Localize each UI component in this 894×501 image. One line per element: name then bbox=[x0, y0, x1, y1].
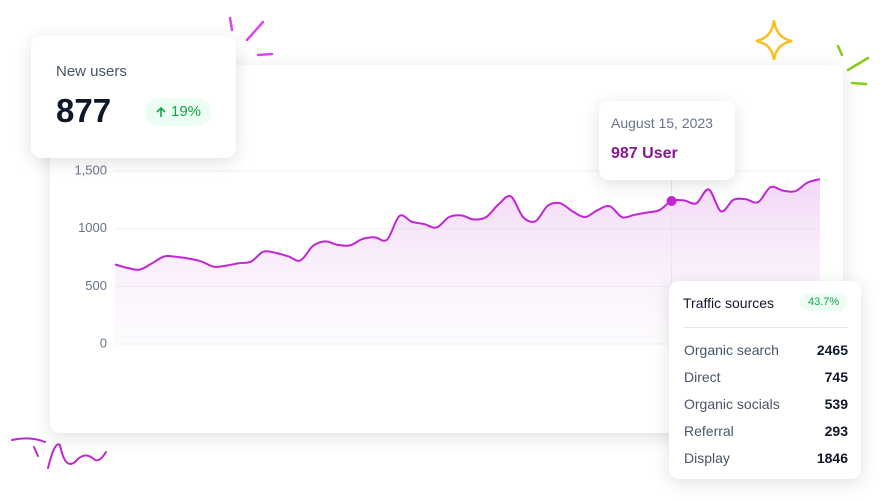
highlight-point bbox=[666, 195, 677, 206]
change-badge: 19% bbox=[145, 98, 212, 126]
change-text: 19% bbox=[171, 103, 202, 120]
new-users-card: New users 877 19% bbox=[31, 36, 236, 158]
source-value: 539 bbox=[824, 396, 848, 412]
tooltip-date: August 15, 2023 bbox=[611, 115, 713, 131]
source-value: 1846 bbox=[816, 450, 848, 466]
tooltip-value: 987 User bbox=[611, 145, 678, 162]
source-name: Organic socials bbox=[684, 396, 780, 412]
source-name: Organic search bbox=[684, 342, 779, 358]
card-value: 877 bbox=[56, 92, 112, 129]
y-tick-label: 500 bbox=[85, 278, 107, 293]
source-value: 745 bbox=[824, 369, 848, 385]
traffic-title: Traffic sources bbox=[683, 295, 775, 311]
arrow-up-icon bbox=[156, 106, 166, 117]
tooltip: August 15, 2023 987 User bbox=[599, 101, 735, 180]
source-name: Display bbox=[684, 450, 730, 466]
y-tick-label: 1000 bbox=[78, 220, 107, 235]
source-name: Direct bbox=[684, 369, 721, 385]
source-name: Referral bbox=[684, 423, 734, 439]
traffic-card: Traffic sources 43.7% Organic search 2465… bbox=[669, 281, 861, 479]
y-tick-label: 0 bbox=[100, 335, 107, 350]
divider bbox=[683, 327, 848, 328]
source-value: 293 bbox=[824, 423, 848, 439]
traffic-badge: 43.7% bbox=[800, 293, 848, 311]
area bbox=[115, 179, 820, 344]
y-tick-label: 1,500 bbox=[74, 162, 107, 177]
card-title: New users bbox=[56, 63, 127, 80]
line bbox=[114, 178, 821, 271]
doodles bbox=[11, 16, 870, 469]
source-value: 2465 bbox=[816, 342, 848, 358]
